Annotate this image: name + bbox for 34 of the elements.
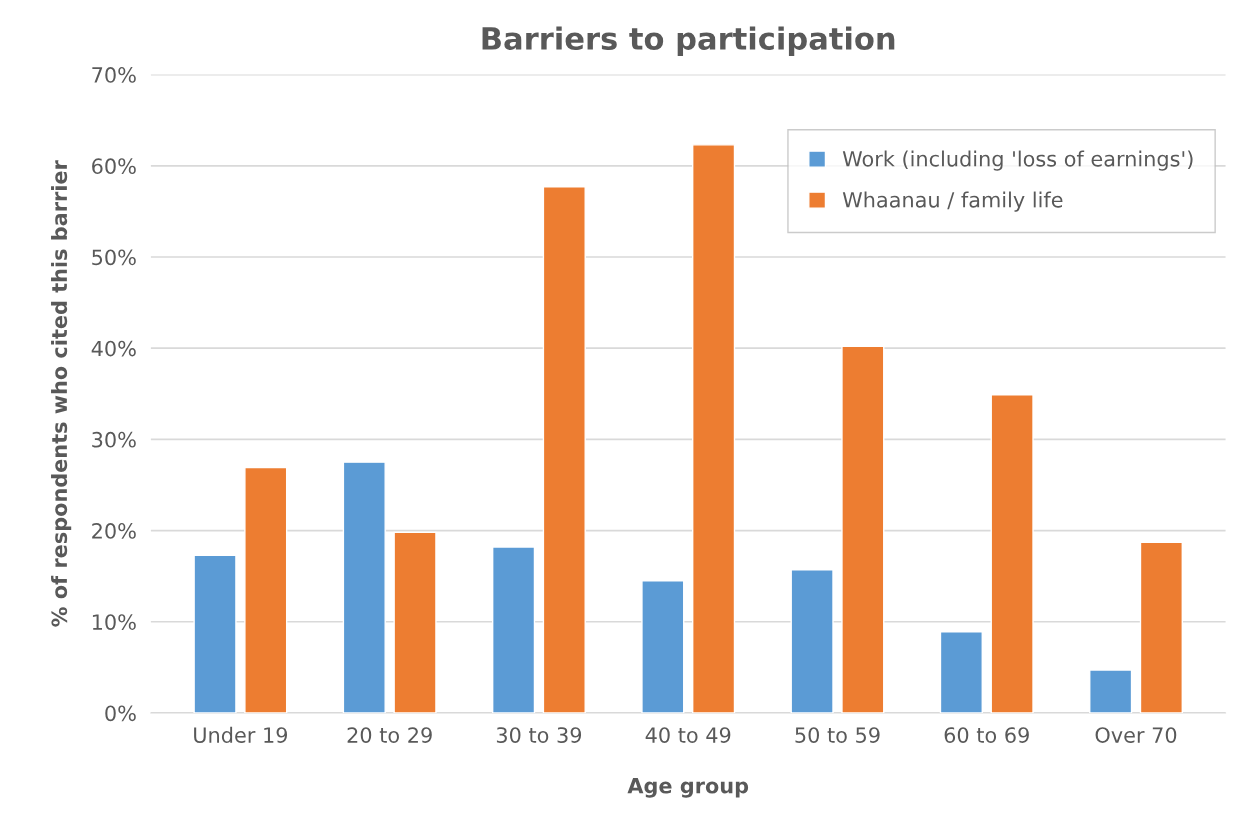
x-tick-label: 20 to 29	[347, 727, 432, 743]
legend-label: Whaanau / family life	[842, 191, 1063, 212]
x-tick-label: 40 to 49	[645, 727, 731, 743]
bar	[641, 580, 685, 713]
y-tick-label: 20%	[92, 523, 136, 539]
bar	[990, 393, 1034, 713]
bar	[244, 466, 288, 713]
x-tick-label: 60 to 69	[944, 727, 1029, 743]
y-tick-label: 10%	[92, 614, 136, 630]
bar	[691, 144, 736, 713]
bar	[841, 345, 885, 713]
bar	[193, 554, 237, 713]
bar	[542, 186, 586, 713]
y-tick-label: 40%	[91, 340, 136, 357]
bar	[790, 569, 834, 713]
x-tick-label: 30 to 39	[496, 727, 582, 743]
bar	[939, 631, 983, 713]
x-tick-label: Under 19	[194, 726, 288, 743]
bar	[342, 461, 386, 713]
x-tick-label: 50 to 59	[795, 727, 880, 743]
x-tick-label: Over 70	[1095, 727, 1177, 743]
y-tick-label: 70%	[92, 67, 136, 83]
y-tick-label: 0%	[105, 705, 136, 722]
y-tick-label: 50%	[92, 249, 136, 266]
bar	[1139, 541, 1183, 713]
bar	[393, 531, 437, 713]
y-axis-title: % of respondents who cited this barrier	[51, 160, 72, 627]
chart-title: Barriers to participation	[482, 26, 895, 56]
y-tick-label: 30%	[92, 431, 136, 448]
y-tick-label: 60%	[92, 158, 136, 175]
bar	[491, 546, 536, 713]
bar	[1089, 669, 1133, 713]
x-axis-title: Age group	[627, 778, 749, 798]
legend-label: Work (including 'loss of earnings')	[842, 150, 1193, 171]
